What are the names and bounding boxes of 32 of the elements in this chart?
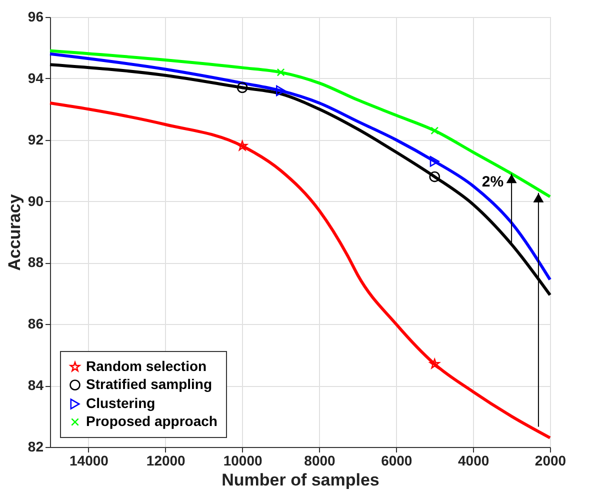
line-series — [48, 49, 552, 198]
legend-label: Clustering — [86, 395, 156, 411]
point — [236, 82, 248, 94]
y-tick-label: 84 — [28, 377, 44, 394]
point — [430, 126, 439, 135]
point — [429, 171, 440, 182]
x-tick-label: 10000 — [223, 452, 262, 468]
x-tick-label: 6000 — [381, 452, 412, 468]
x-axis-title: Number of samples — [222, 470, 380, 490]
y-tick-label: 94 — [28, 70, 44, 86]
legend-label: Stratified sampling — [86, 376, 212, 392]
legend-label: Proposed approach — [86, 413, 218, 429]
point — [430, 156, 440, 167]
y-tick-label: 88 — [28, 254, 44, 270]
y-tick-label: 90 — [28, 192, 44, 209]
y-tick-label: 96 — [28, 8, 44, 24]
y-tick-label: 92 — [28, 131, 44, 148]
line-series — [48, 102, 552, 440]
point — [429, 358, 440, 369]
y-axis-title: Accuracy — [4, 194, 24, 271]
legend-label: Random selection — [86, 358, 207, 374]
x-tick-label: 12000 — [146, 452, 186, 468]
point — [276, 68, 285, 76]
point — [237, 140, 248, 150]
y-tick-label: 86 — [28, 316, 44, 332]
annotation: 2% — [482, 174, 504, 191]
x-tick-label: 2000 — [534, 452, 566, 468]
y-tick-label: 82 — [28, 438, 44, 454]
x-tick-label: 14000 — [69, 452, 109, 468]
x-tick-label: 8000 — [304, 452, 336, 468]
x-tick-label: 4000 — [458, 452, 490, 468]
point — [276, 85, 286, 96]
